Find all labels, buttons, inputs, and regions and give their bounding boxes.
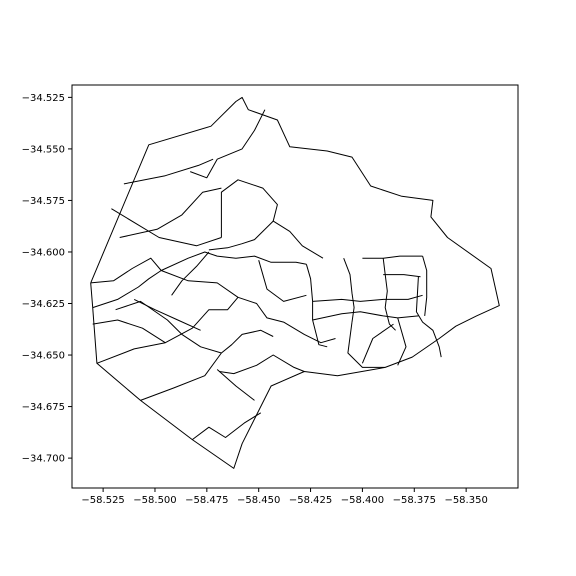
district-boundary-12 <box>115 300 222 354</box>
district-boundary-7 <box>160 251 307 271</box>
x-tick-label: −58.400 <box>341 495 384 506</box>
district-boundary-28 <box>382 258 396 331</box>
x-tick-label: −58.475 <box>185 495 228 506</box>
district-boundary-29 <box>415 276 442 358</box>
district-boundary-14 <box>237 296 336 344</box>
district-boundary-9 <box>92 270 239 309</box>
district-boundary-15 <box>171 251 210 296</box>
y-tick-label: −34.550 <box>22 144 65 155</box>
district-boundary-8 <box>90 257 162 284</box>
y-tick-label: −34.575 <box>22 196 65 207</box>
district-boundary-30 <box>383 274 421 278</box>
y-tick-label: −34.600 <box>22 247 65 258</box>
plot-frame <box>71 84 519 489</box>
district-boundary-5 <box>220 179 278 238</box>
district-boundary-26 <box>397 317 407 366</box>
district-boundary-18 <box>192 412 262 441</box>
x-tick-label: −58.425 <box>289 495 332 506</box>
x-tick-label: −58.525 <box>81 495 124 506</box>
x-tick-label: −58.375 <box>393 495 436 506</box>
x-tick-label: −58.450 <box>237 495 280 506</box>
district-boundary-19 <box>216 369 255 401</box>
district-boundary-3 <box>111 208 222 247</box>
district-boundary-13 <box>133 298 201 331</box>
y-tick-label: −34.700 <box>22 454 65 465</box>
district-boundary-27 <box>361 323 394 364</box>
district-boundary-31 <box>362 255 423 259</box>
district-boundary-25 <box>347 322 386 368</box>
district-boundary-17 <box>219 354 305 375</box>
district-boundary-10 <box>92 319 166 344</box>
district-boundary-23 <box>312 294 423 302</box>
y-axis: −34.525 −34.550 −34.575 −34.600 −34.625 −34.6… <box>22 93 72 465</box>
x-tick-label: −58.500 <box>133 495 176 506</box>
y-tick-label: −34.650 <box>22 351 65 362</box>
district-boundary-32 <box>422 255 428 316</box>
district-boundary-22 <box>312 311 419 321</box>
district-boundary-20 <box>258 260 307 302</box>
district-boundary-21 <box>305 264 328 348</box>
region-boundaries <box>90 96 500 469</box>
district-boundary-1 <box>190 109 266 179</box>
district-boundary-2 <box>123 158 214 185</box>
city-outline <box>90 96 500 469</box>
x-tick-label: −58.350 <box>444 495 487 506</box>
district-boundary-11 <box>96 296 239 364</box>
district-boundary-4 <box>119 187 222 238</box>
y-tick-label: −34.675 <box>22 402 65 413</box>
x-axis: −58.525 −58.500 −58.475 −58.450 −58.425 −58.4… <box>81 488 488 506</box>
district-boundary-6 <box>208 220 324 259</box>
district-boundary-24 <box>343 258 355 323</box>
y-tick-label: −34.625 <box>22 299 65 310</box>
district-boundary-16 <box>140 329 274 401</box>
y-tick-label: −34.525 <box>22 93 65 104</box>
